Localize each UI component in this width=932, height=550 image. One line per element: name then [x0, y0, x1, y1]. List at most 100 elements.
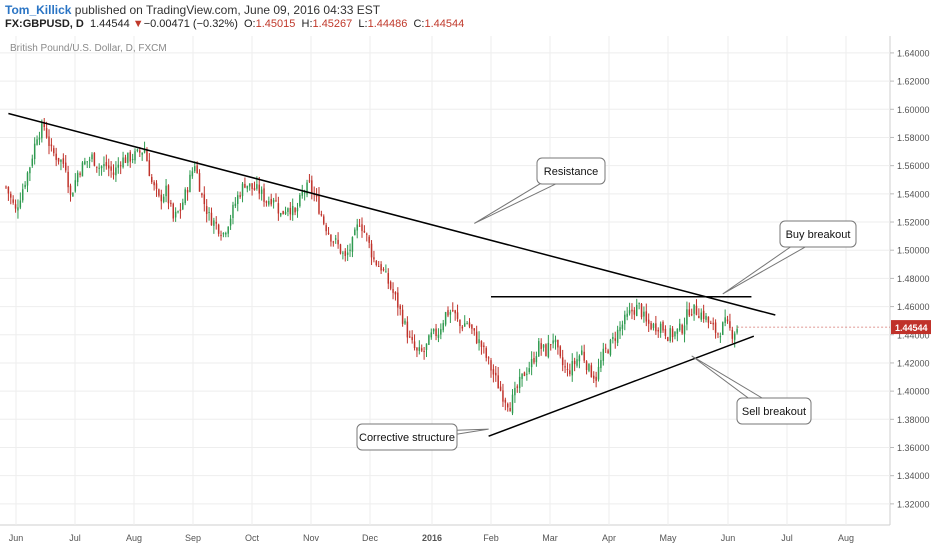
candle[interactable]	[191, 171, 194, 177]
candle[interactable]	[141, 152, 143, 155]
candle[interactable]	[337, 239, 339, 245]
candle[interactable]	[115, 167, 117, 176]
candle[interactable]	[509, 408, 511, 412]
candle[interactable]	[466, 323, 468, 325]
candle[interactable]	[566, 369, 569, 371]
candle[interactable]	[576, 359, 578, 366]
candle[interactable]	[203, 194, 206, 205]
candle[interactable]	[311, 180, 313, 193]
candle[interactable]	[485, 348, 487, 358]
candle[interactable]	[676, 328, 679, 334]
candle[interactable]	[260, 189, 263, 194]
candle[interactable]	[41, 123, 43, 139]
candle[interactable]	[349, 249, 351, 251]
candle[interactable]	[452, 310, 454, 312]
candle[interactable]	[447, 310, 449, 316]
candle[interactable]	[354, 229, 356, 236]
candle[interactable]	[172, 203, 174, 219]
candle[interactable]	[463, 323, 466, 327]
candle[interactable]	[571, 361, 573, 376]
candle[interactable]	[256, 184, 258, 189]
candle[interactable]	[490, 360, 492, 371]
candle[interactable]	[265, 201, 268, 203]
candle[interactable]	[432, 329, 435, 332]
candle[interactable]	[444, 312, 447, 325]
candle[interactable]	[688, 309, 691, 316]
candle[interactable]	[375, 260, 378, 266]
candle[interactable]	[366, 233, 368, 235]
candle[interactable]	[244, 183, 246, 188]
candle[interactable]	[387, 273, 390, 284]
candle[interactable]	[153, 182, 155, 186]
candle[interactable]	[88, 159, 91, 161]
candle[interactable]	[702, 310, 705, 319]
candle[interactable]	[650, 323, 652, 330]
candle[interactable]	[487, 357, 490, 359]
candle[interactable]	[344, 251, 347, 256]
candle[interactable]	[196, 165, 198, 174]
candle[interactable]	[564, 366, 566, 368]
candle[interactable]	[72, 192, 74, 197]
author-link[interactable]: Tom_Killick	[5, 3, 72, 17]
candle[interactable]	[296, 207, 299, 212]
candle[interactable]	[373, 257, 375, 260]
resistance-trendline[interactable]	[8, 112, 776, 316]
symbol-label[interactable]: FX:GBPUSD, D	[5, 18, 84, 30]
candle[interactable]	[733, 333, 736, 340]
candle[interactable]	[731, 329, 734, 339]
candle[interactable]	[62, 158, 65, 164]
candle[interactable]	[105, 162, 108, 167]
candle[interactable]	[301, 191, 304, 196]
candle[interactable]	[119, 165, 122, 167]
candle[interactable]	[19, 200, 22, 208]
candle[interactable]	[229, 218, 232, 226]
candle[interactable]	[201, 193, 203, 196]
candle[interactable]	[186, 190, 189, 193]
candle[interactable]	[483, 345, 485, 347]
candle[interactable]	[511, 394, 514, 414]
candle[interactable]	[198, 173, 201, 192]
candle[interactable]	[679, 323, 681, 331]
candle[interactable]	[669, 328, 671, 341]
candle[interactable]	[179, 209, 182, 211]
candle[interactable]	[712, 322, 714, 325]
candle[interactable]	[306, 182, 308, 195]
candle[interactable]	[48, 136, 50, 147]
candle[interactable]	[76, 172, 79, 183]
candle[interactable]	[103, 164, 105, 167]
candle[interactable]	[724, 317, 726, 323]
support-trendline[interactable]	[488, 335, 755, 437]
candle[interactable]	[24, 184, 26, 188]
candle[interactable]	[559, 346, 562, 357]
candle[interactable]	[423, 350, 425, 352]
candle[interactable]	[377, 266, 380, 268]
candle[interactable]	[657, 329, 659, 332]
candle[interactable]	[60, 159, 62, 162]
candle[interactable]	[184, 189, 186, 204]
candle[interactable]	[327, 232, 330, 234]
candle[interactable]	[538, 341, 540, 357]
candle[interactable]	[127, 152, 129, 163]
candle[interactable]	[31, 158, 34, 166]
candle[interactable]	[237, 195, 239, 204]
candle[interactable]	[339, 244, 342, 254]
candle[interactable]	[612, 336, 614, 340]
candle[interactable]	[552, 340, 554, 344]
candle[interactable]	[361, 224, 363, 232]
candle[interactable]	[86, 161, 88, 163]
candle[interactable]	[112, 172, 115, 175]
candle[interactable]	[581, 350, 583, 355]
candle[interactable]	[215, 221, 217, 224]
candle[interactable]	[227, 226, 229, 234]
candle[interactable]	[674, 331, 676, 337]
candle[interactable]	[499, 386, 502, 391]
candle[interactable]	[640, 304, 643, 318]
candle[interactable]	[64, 162, 67, 171]
candle[interactable]	[619, 327, 621, 332]
candle[interactable]	[425, 343, 428, 350]
candle[interactable]	[514, 387, 516, 396]
candle[interactable]	[81, 162, 84, 177]
candle[interactable]	[225, 232, 227, 235]
candle[interactable]	[710, 322, 712, 324]
candle[interactable]	[442, 323, 444, 331]
